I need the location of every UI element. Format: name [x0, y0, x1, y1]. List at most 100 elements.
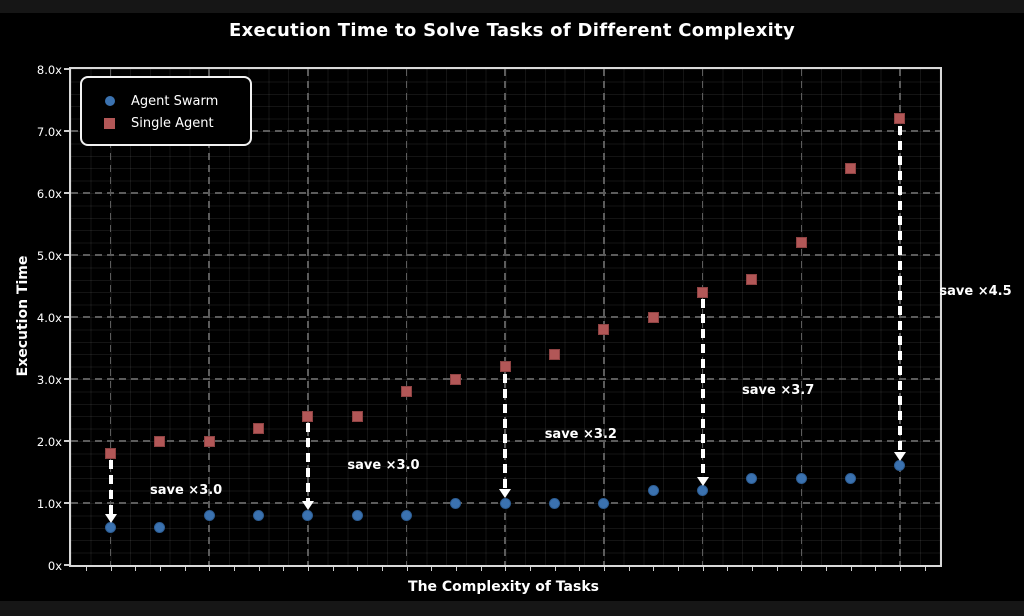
y-axis-label: Execution Time [15, 255, 31, 377]
x-tick-mark [653, 567, 655, 571]
data-point-agent-swarm [302, 509, 314, 521]
data-point-single-agent [154, 435, 166, 447]
save-annotation: save ×4.5 [939, 284, 1012, 300]
save-arrow [503, 373, 508, 491]
x-tick-mark [529, 567, 532, 571]
data-point-agent-swarm [203, 509, 215, 521]
save-arrow-head-icon [696, 476, 709, 486]
x-tick-mark [110, 567, 112, 571]
y-tick-mark [64, 130, 69, 132]
ytick-label: 3.0x [36, 372, 62, 387]
data-point-agent-swarm [598, 497, 610, 509]
x-tick-mark [135, 567, 137, 571]
single-agent-marker-icon [104, 117, 115, 129]
legend: Agent Swarm Single Agent [80, 76, 252, 146]
data-point-agent-swarm [894, 460, 906, 472]
y-tick-mark [64, 68, 69, 70]
legend-item-agent-swarm: Agent Swarm [82, 90, 250, 112]
data-point-agent-swarm [401, 509, 413, 521]
save-annotation: save ×3.0 [149, 482, 223, 498]
x-tick-mark [603, 567, 606, 571]
chart-title: Execution Time to Solve Tasks of Differe… [228, 20, 796, 41]
x-tick-mark [825, 567, 828, 571]
data-point-agent-swarm [697, 485, 709, 497]
x-tick-mark [184, 567, 186, 571]
ytick-label: 7.0x [36, 124, 62, 139]
data-point-single-agent [401, 385, 413, 397]
data-point-single-agent [253, 423, 265, 435]
data-point-agent-swarm [450, 497, 462, 509]
major-gridline-vertical [603, 69, 605, 565]
x-tick-mark [480, 567, 482, 571]
major-gridline-vertical [504, 69, 506, 565]
data-point-agent-swarm [845, 472, 857, 484]
data-point-single-agent [697, 286, 709, 298]
agent-swarm-marker-icon [105, 96, 115, 106]
y-tick-mark [64, 564, 69, 566]
data-point-agent-swarm [105, 522, 116, 534]
data-point-single-agent [351, 410, 363, 422]
y-tick-mark [64, 254, 69, 256]
major-gridline-vertical [307, 69, 309, 565]
major-gridline-vertical [208, 69, 210, 565]
x-tick-mark [850, 567, 852, 571]
x-tick-mark [85, 567, 88, 571]
x-tick-mark [233, 567, 236, 571]
data-point-single-agent [845, 162, 857, 174]
x-tick-mark [505, 567, 507, 571]
data-point-single-agent [450, 373, 462, 385]
save-arrow-head-icon [893, 451, 906, 461]
data-point-agent-swarm [154, 522, 166, 534]
save-annotation: save ×3.7 [742, 383, 815, 399]
save-arrow [108, 460, 113, 516]
x-tick-mark [776, 567, 778, 571]
data-point-single-agent [203, 435, 215, 447]
x-tick-mark [258, 567, 260, 571]
ytick-label: 4.0x [36, 310, 62, 325]
save-arrow [700, 299, 705, 479]
save-arrow-head-icon [104, 513, 117, 523]
x-tick-mark [579, 567, 581, 571]
x-tick-mark [677, 567, 680, 571]
x-tick-mark [554, 567, 556, 571]
x-tick-mark [283, 567, 285, 571]
x-tick-mark [924, 567, 926, 571]
data-point-agent-swarm [549, 497, 561, 509]
save-arrow-head-icon [301, 501, 314, 511]
major-gridline-vertical [109, 69, 112, 565]
x-tick-mark [702, 567, 704, 571]
y-tick-mark [64, 440, 69, 442]
save-annotation: save ×3.2 [544, 426, 617, 442]
x-tick-mark [875, 567, 877, 571]
major-gridline-vertical [800, 69, 802, 565]
plot-area: Agent Swarm Single Agent 0x 1.0x 2.0x 3.0x 4… [37, 63, 1012, 573]
legend-label-agent-swarm: Agent Swarm [131, 93, 219, 109]
save-arrow [305, 423, 310, 504]
x-tick-mark [431, 567, 433, 571]
data-point-single-agent [549, 348, 561, 360]
legend-label-single-agent: Single Agent [131, 115, 214, 131]
data-point-agent-swarm [795, 472, 807, 484]
ytick-label: 5.0x [36, 248, 62, 263]
x-tick-mark [159, 567, 162, 571]
data-point-single-agent [499, 361, 511, 373]
data-point-single-agent [795, 237, 807, 249]
data-point-single-agent [894, 113, 906, 125]
ytick-label: 0x [47, 558, 62, 573]
y-tick-mark [64, 378, 69, 380]
window-bottom-strip [0, 601, 1024, 616]
x-tick-mark [307, 567, 310, 571]
x-tick-mark [801, 567, 803, 571]
x-tick-mark [899, 567, 902, 571]
save-arrow [897, 125, 902, 454]
legend-item-single-agent: Single Agent [82, 112, 250, 134]
x-tick-mark [381, 567, 384, 571]
window-top-strip [0, 0, 1024, 13]
ytick-label: 1.0x [36, 496, 62, 511]
data-point-agent-swarm [647, 485, 659, 497]
data-point-agent-swarm [746, 472, 758, 484]
ytick-label: 2.0x [36, 434, 62, 449]
data-point-agent-swarm [253, 509, 265, 521]
y-tick-mark [64, 502, 69, 504]
